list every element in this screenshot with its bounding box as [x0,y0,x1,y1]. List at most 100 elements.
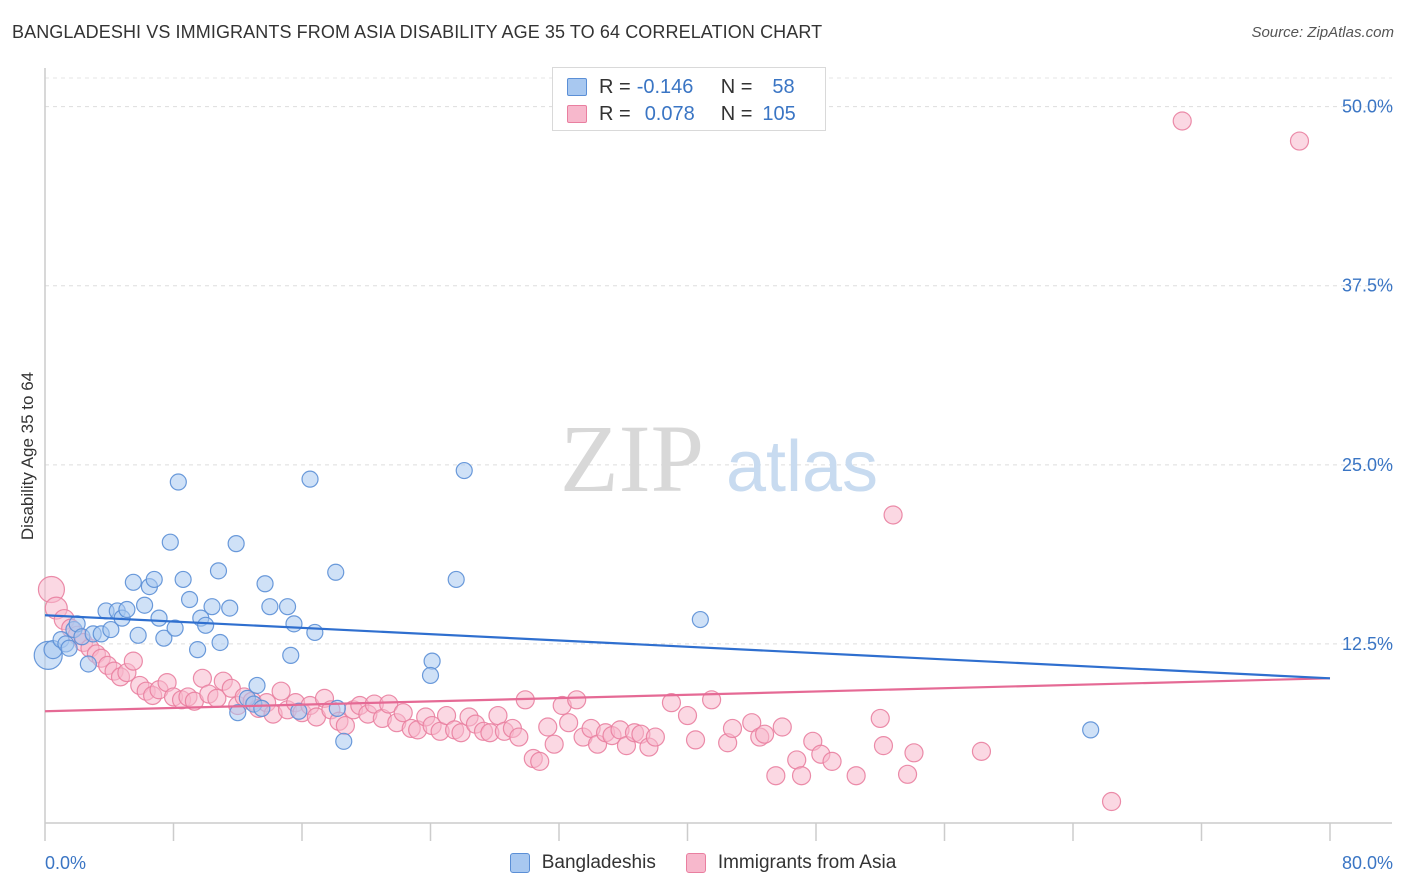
bangladeshis-point [161,533,179,551]
legend-swatch-blue [567,78,587,96]
bangladeshis-point [301,470,319,488]
bangladeshis-point [290,702,308,720]
bangladeshis-point [197,616,215,634]
legend-row-bangladeshis: R = -0.146 N = 58 [567,75,795,99]
tick-labels: 12.5% 25.0% 37.5% 50.0% 0.0% 80.0% [45,97,1393,873]
axes [44,68,1392,841]
immigrants-point [772,717,792,737]
bangladeshis-point [188,641,207,659]
immigrants-point [393,703,413,723]
immigrants-point [436,705,457,726]
immigrants-point [645,727,665,747]
immigrants-point [1172,111,1192,131]
bangladeshis-point [221,599,239,617]
immigrants-point [971,741,992,761]
immigrants-point [822,751,842,771]
immigrants-point [897,764,918,784]
legend-n-label: N = [720,75,753,98]
legend-swatch-pink [685,853,706,873]
immigrants-point [538,717,558,737]
legend-r-label: R = [599,102,631,125]
bangladeshis-point [203,598,221,616]
bangladeshis-point [278,598,297,616]
immigrants-point [883,505,903,525]
immigrants-point [559,713,579,733]
immigrants-point [1101,791,1122,812]
legend-swatch-blue [509,853,530,873]
immigrants-point [509,727,529,747]
immigrants-point [1289,131,1310,151]
watermark-atlas: atlas [726,427,878,507]
series-legend: Bangladeshis Immigrants from Asia [0,852,1406,874]
bangladeshis-point [155,629,173,647]
immigrants-point [846,766,866,786]
chart-title: BANGLADESHI VS IMMIGRANTS FROM ASIA DISA… [12,22,823,42]
immigrants-point [754,724,775,744]
bangladeshis-point [306,623,324,642]
legend-label-immigrants: Immigrants from Asia [717,852,897,873]
y-tick-label: 50.0% [1342,97,1393,117]
watermark-zip: ZIP [560,405,704,512]
bangladeshis-point [129,626,147,644]
correlation-legend: R = -0.146 N = 58 R = 0.078 N = 105 [552,67,826,131]
bangladeshis-point [60,639,78,657]
bangladeshis-point [145,570,163,589]
bangladeshis-point [124,573,142,591]
x-tick-label-min: 0.0% [45,853,86,873]
bangladeshis-point [421,666,440,685]
bangladeshis-point [79,655,97,673]
immigrants-point [661,693,682,713]
immigrants-point [766,766,786,786]
y-tick-label: 25.0% [1342,455,1393,475]
immigrants-point [567,690,587,710]
y-tick-label: 37.5% [1342,276,1393,296]
legend-label-bangladeshis: Bangladeshis [541,852,656,873]
y-axis-label: Disability Age 35 to 64 [18,371,37,541]
immigrants-point [123,651,143,671]
immigrants-point [530,751,550,771]
immigrants-point [677,705,698,726]
immigrants-point [451,723,471,743]
bangladeshis-point [253,699,271,717]
legend-n-value: 58 [772,75,795,98]
legend-r-value: -0.146 [636,75,694,98]
bangladeshis-point [209,562,228,580]
bangladeshis-point [282,646,300,664]
bangladeshis-point [174,570,192,589]
bangladeshis-point [135,596,154,614]
bangladeshis-point [118,600,136,619]
immigrants-point [742,713,762,733]
bangladeshis-point [248,676,266,695]
watermark: ZIP atlas [560,405,878,512]
trend-lines [44,614,1331,713]
bangladeshis-point [1082,721,1100,739]
legend-n-label: N = [720,102,753,125]
bangladeshis-point [227,535,245,553]
bangladeshis-point [211,633,229,652]
trend-line-bangladeshis [44,614,1331,680]
bangladeshis-point [169,473,187,491]
bangladeshis-point [285,615,303,633]
bangladeshis-point [691,610,709,629]
bangladeshis-point [335,732,353,750]
immigrants-point [685,730,706,750]
immigrants-point [873,736,894,756]
immigrants-point [722,718,743,739]
source-label: Source: ZipAtlas.com [1251,24,1394,41]
legend-row-immigrants: R = 0.078 N = 105 [567,102,796,126]
bangladeshis-point [256,575,274,593]
bangladeshis-point [261,598,279,616]
bangladeshis-point [150,609,168,627]
legend-item-immigrants: Immigrants from Asia [685,852,897,874]
bangladeshis-point [102,620,120,639]
immigrants-point [379,694,399,714]
y-tick-label: 12.5% [1342,634,1393,654]
legend-r-value: 0.078 [644,102,695,125]
bangladeshis-point [447,570,465,589]
grid-lines [45,77,1392,645]
bangladeshis-point [423,652,441,670]
legend-swatch-pink [567,105,587,123]
immigrants-point [791,766,812,786]
immigrants-point [904,743,924,763]
